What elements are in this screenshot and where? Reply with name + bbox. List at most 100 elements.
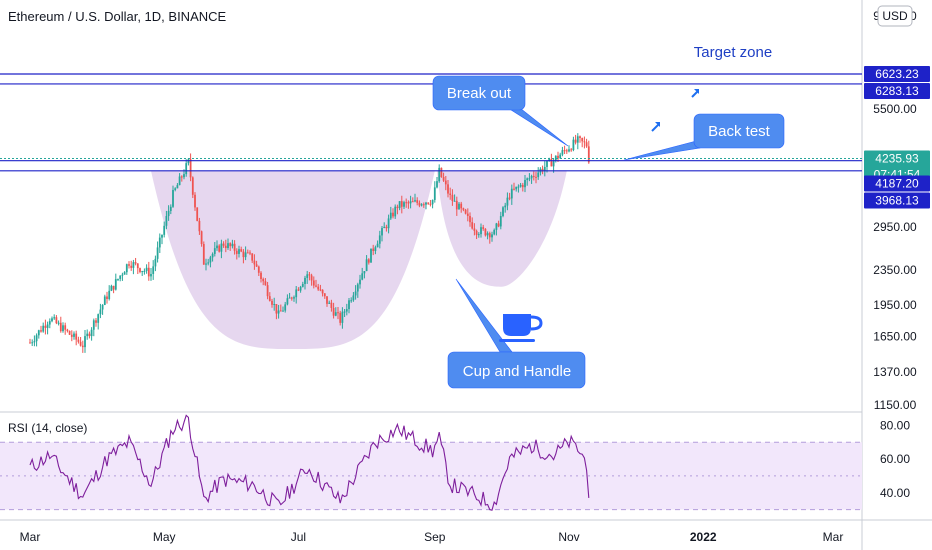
candle-body <box>46 324 49 328</box>
candle-body <box>524 179 526 188</box>
candle-body <box>398 201 401 209</box>
candle-body <box>288 297 291 299</box>
candle-body <box>576 136 579 143</box>
candle-body <box>205 263 207 265</box>
candle-body <box>449 193 452 195</box>
candle-body <box>233 243 236 251</box>
candle-body <box>323 293 326 297</box>
candle-body <box>411 201 414 203</box>
candle-body <box>367 259 370 263</box>
candle-body <box>132 262 135 268</box>
candle-body <box>268 296 271 301</box>
candle-body <box>62 325 64 332</box>
candle-body <box>497 223 500 227</box>
price-flags-group: 6623.236283.134235.9307:41:544187.203968… <box>864 65 930 209</box>
back-test-callout[interactable]: Back test <box>623 113 785 161</box>
candle-body <box>526 178 529 180</box>
price-tick-label: 1370.00 <box>873 365 917 379</box>
cup-and-handle-callout[interactable]: Cup and Handle <box>447 278 586 389</box>
price-tick-label: 1950.00 <box>873 298 917 312</box>
candle-body <box>143 270 146 272</box>
candle-body <box>57 322 60 324</box>
price-flag-label: 6283.13 <box>875 84 919 98</box>
candle-body <box>383 226 386 229</box>
candle-body <box>460 203 463 209</box>
candle-body <box>425 202 427 205</box>
price-tick-label: 1650.00 <box>873 330 917 344</box>
candle-body <box>59 322 62 332</box>
candle-body <box>453 200 456 202</box>
candle-body <box>139 268 141 272</box>
candle-body <box>308 274 311 276</box>
candle-body <box>530 175 533 179</box>
candle-body <box>361 273 364 280</box>
candle-body <box>458 203 460 210</box>
price-flag <box>864 192 930 209</box>
candle-body <box>436 181 438 188</box>
candle-body <box>141 271 144 273</box>
candle-body <box>299 286 302 291</box>
candle-body <box>376 243 379 248</box>
candle-body <box>68 331 71 335</box>
candle-body <box>427 202 430 204</box>
candle-body <box>389 212 392 219</box>
candle-body <box>167 210 170 217</box>
candle-body <box>277 310 280 314</box>
rsi-title: RSI (14, close) <box>8 421 87 435</box>
candle-body <box>317 286 320 290</box>
candle-body <box>110 285 113 291</box>
candle-body <box>513 188 515 190</box>
currency-badge[interactable] <box>877 5 913 27</box>
candle-body <box>572 139 575 151</box>
candle-body <box>172 189 174 207</box>
candle-body <box>348 300 350 310</box>
candle-body <box>163 225 166 235</box>
candle-body <box>128 264 130 266</box>
chart-title: Ethereum / U.S. Dollar, 1D, BINANCE <box>8 9 227 24</box>
break-out-callout[interactable]: Break out <box>432 75 569 147</box>
candle-body <box>495 223 498 230</box>
candle-body <box>218 245 221 252</box>
candle-body <box>90 329 93 337</box>
candle-body <box>378 235 381 244</box>
candle-body <box>565 150 568 152</box>
candle-body <box>557 155 559 159</box>
candle-body <box>574 139 577 143</box>
x-tick-label: May <box>153 530 176 544</box>
candle-body <box>198 220 201 232</box>
candle-body <box>559 154 562 159</box>
candle-body <box>44 325 47 328</box>
price-flag-label: 3968.13 <box>875 193 919 207</box>
candle-body <box>447 184 449 194</box>
candle-body <box>117 278 119 280</box>
candle-body <box>161 234 163 238</box>
candle-body <box>286 298 289 305</box>
candle-body <box>381 228 383 236</box>
candle-body <box>332 307 335 316</box>
price-flag <box>864 65 930 82</box>
candle-body <box>466 213 469 216</box>
candle-body <box>321 289 324 294</box>
candle-body <box>477 234 480 236</box>
candle-body <box>220 243 223 252</box>
candle-body <box>222 243 225 246</box>
candle-body <box>235 250 238 254</box>
candle-body <box>444 180 447 185</box>
candle-body <box>420 204 423 206</box>
candle-body <box>343 311 346 313</box>
candle-body <box>165 216 168 226</box>
candle-body <box>246 252 249 254</box>
candle-body <box>145 267 148 271</box>
price-tick-label: 2350.00 <box>873 263 917 277</box>
candle-body <box>33 341 36 343</box>
candle-body <box>200 231 203 245</box>
candle-body <box>79 341 82 346</box>
candle-body <box>334 312 337 316</box>
candle-body <box>504 205 507 208</box>
candle-body <box>563 150 566 152</box>
candle-body <box>475 230 478 235</box>
cup-shape <box>151 170 435 350</box>
price-tick-label: 2950.00 <box>873 220 917 234</box>
candle-body <box>330 302 333 308</box>
candle-body <box>176 185 179 189</box>
